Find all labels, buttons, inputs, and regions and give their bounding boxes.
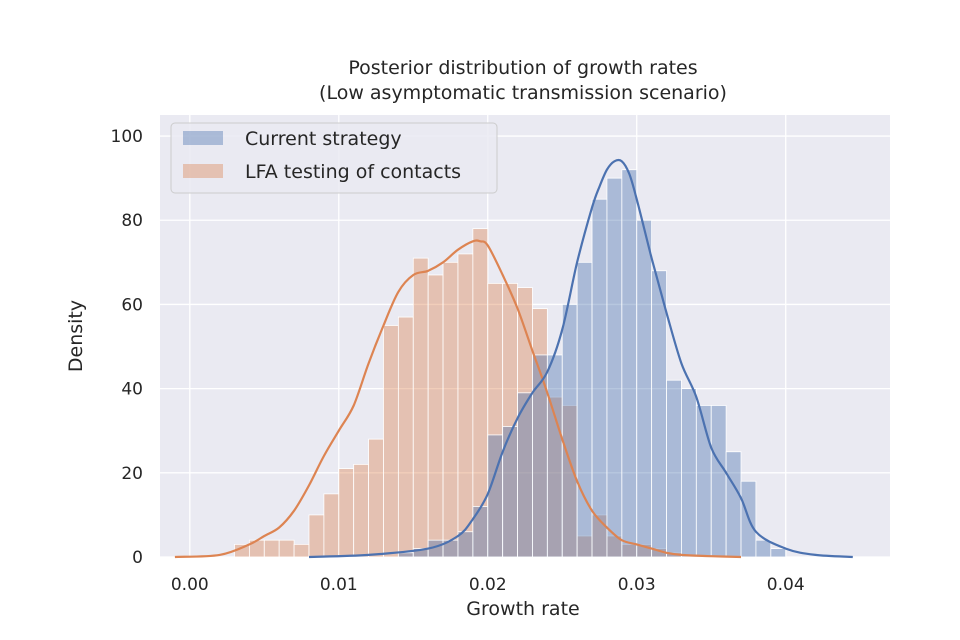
y-axis-label: Density: [65, 300, 87, 372]
histogram-bar: [263, 539, 280, 558]
bars-series-0: [397, 169, 787, 558]
histogram-bar: [710, 405, 727, 558]
y-axis-ticks: 0 20 40 60 80 100: [111, 127, 143, 568]
y-tick-label: 0: [132, 548, 143, 568]
chart-title: Posterior distribution of growth rates: [348, 57, 697, 79]
histogram-bars: [234, 169, 787, 558]
y-tick-label: 40: [121, 380, 143, 400]
histogram-bar: [561, 304, 578, 558]
histogram-bar: [755, 539, 772, 558]
histogram-bar: [293, 543, 310, 558]
histogram-bar: [770, 548, 787, 558]
bars-series-1: [234, 228, 682, 558]
histogram-bar: [442, 261, 459, 558]
legend-label-current-strategy: Current strategy: [245, 128, 402, 150]
legend: Current strategy LFA testing of contacts: [170, 122, 498, 194]
histogram-bar: [666, 379, 682, 558]
histogram-bar: [636, 219, 653, 558]
histogram-bar: [606, 177, 623, 558]
histogram-bar: [412, 257, 429, 558]
y-tick-label: 100: [111, 127, 143, 147]
histogram-bar: [576, 261, 593, 558]
x-tick-label: 0.01: [320, 575, 358, 595]
legend-swatch-lfa-testing: [183, 164, 223, 178]
x-axis-ticks: 0.00 0.01 0.02 0.03 0.04: [171, 575, 805, 595]
x-tick-label: 0.00: [171, 575, 209, 595]
x-tick-label: 0.02: [469, 575, 507, 595]
legend-label-lfa-testing: LFA testing of contacts: [245, 161, 461, 183]
histogram-bar: [591, 198, 608, 558]
legend-swatch-current-strategy: [183, 131, 223, 145]
histogram-bar: [457, 253, 474, 558]
histogram-bar: [353, 463, 369, 558]
histogram-bar: [308, 514, 325, 558]
x-tick-label: 0.03: [618, 575, 656, 595]
histogram-bar: [621, 169, 638, 558]
histogram-bar: [695, 405, 712, 558]
density-curve-series-1: [174, 239, 742, 559]
histogram-bar: [383, 325, 399, 558]
histogram-bar: [338, 468, 355, 558]
histogram-bar: [323, 493, 340, 558]
histogram-bar: [725, 451, 742, 558]
histogram-bar: [278, 539, 295, 558]
histogram-bar: [368, 438, 384, 558]
histogram-bar: [517, 392, 533, 558]
histogram-bar: [397, 552, 414, 558]
histogram-bar: [397, 316, 414, 558]
histogram-bar: [487, 434, 504, 558]
x-tick-label: 0.04: [767, 575, 805, 595]
histogram-bar: [651, 270, 667, 558]
y-tick-label: 20: [121, 464, 143, 484]
density-curves: [174, 158, 853, 559]
histogram-bar: [681, 388, 697, 558]
chart-subtitle: (Low asymptomatic transmission scenario): [319, 82, 727, 104]
histogram-bar: [546, 354, 563, 558]
density-curve-series-0: [308, 158, 853, 559]
histogram-bar: [427, 274, 444, 558]
x-axis-label: Growth rate: [466, 598, 579, 620]
y-tick-label: 60: [121, 295, 143, 315]
legend-box: [170, 122, 498, 194]
y-tick-label: 80: [121, 211, 143, 231]
